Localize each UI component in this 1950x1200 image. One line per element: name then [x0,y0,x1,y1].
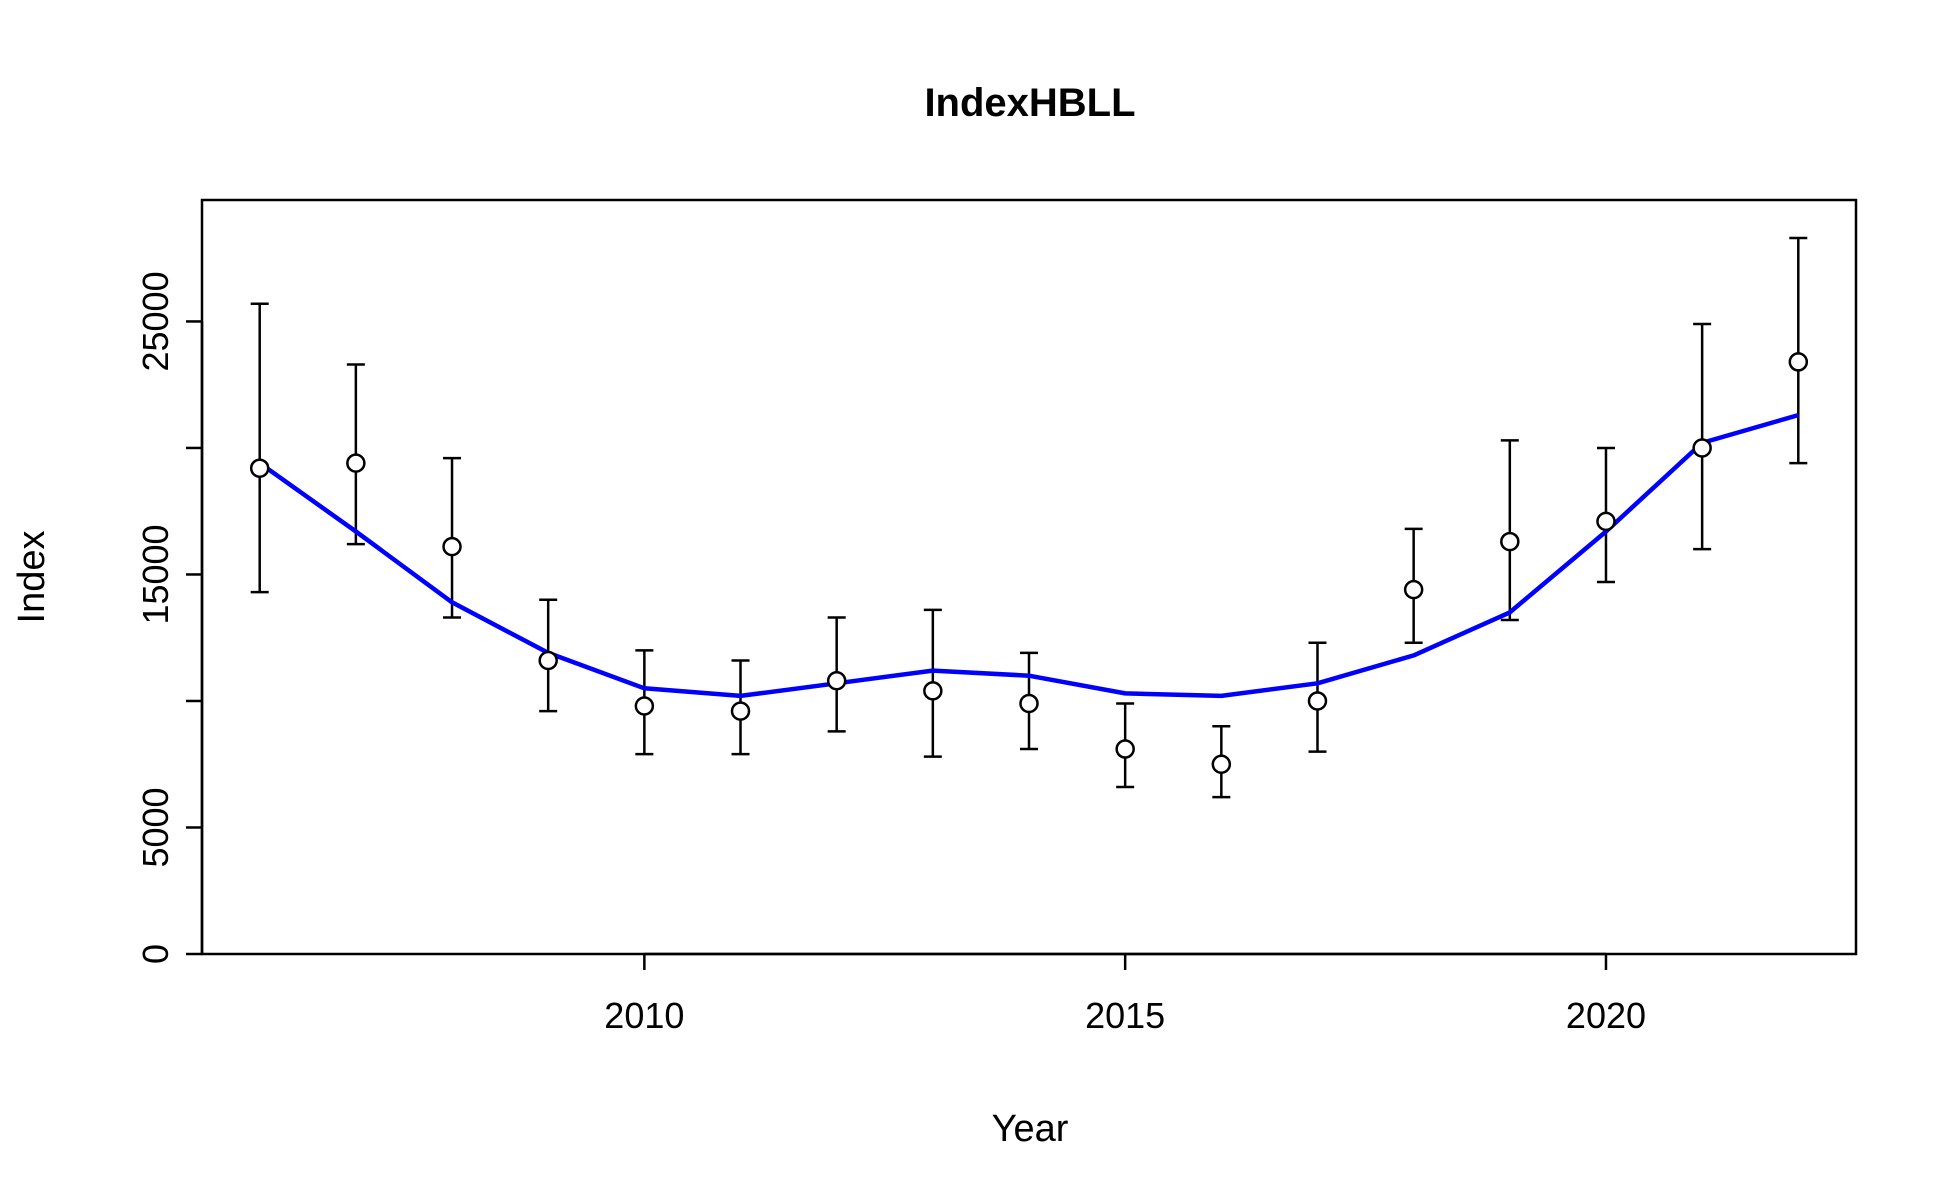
x-tick-label: 2015 [1085,995,1165,1036]
x-axis-label: Year [992,1108,1069,1150]
data-point [1019,693,1039,714]
data-point [1115,739,1135,759]
chart-title: IndexHBLL [924,81,1135,125]
data-point [249,458,270,478]
data-point [634,696,655,716]
data-point [826,670,847,691]
fit-line [258,412,1799,699]
data-point [923,681,943,701]
data-points [249,352,1809,774]
data-point [1596,511,1616,532]
error-bars [250,236,1808,799]
y-tick-label: 15000 [135,524,176,624]
data-point [1307,691,1328,711]
data-point [1788,352,1809,372]
y-axis: 0 5000 15000 25000 [135,271,204,964]
data-point [1500,531,1520,552]
data-point [442,536,462,557]
data-point [1692,438,1712,458]
y-tick-label: 5000 [135,787,176,867]
y-tick-label: 25000 [135,271,176,371]
x-axis: 2010 2015 2020 [604,952,1646,1036]
data-point [1403,579,1424,600]
plot-box [200,198,1858,956]
x-tick-label: 2010 [604,995,684,1036]
data-point [1211,754,1232,774]
data-point [346,453,366,473]
data-point [730,701,751,721]
data-point [538,650,558,671]
y-tick-label: 0 [135,944,176,964]
y-axis-label: Index [11,531,53,624]
x-tick-label: 2020 [1566,995,1646,1036]
